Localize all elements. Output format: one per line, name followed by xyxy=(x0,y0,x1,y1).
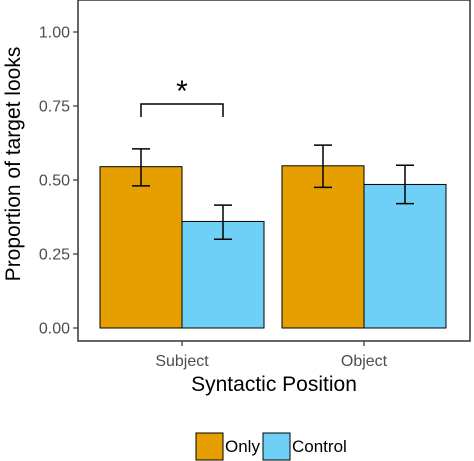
bar-object-control xyxy=(363,183,447,329)
legend-label-only: Only xyxy=(225,437,260,456)
legend-swatch-only xyxy=(195,432,224,461)
bars-group xyxy=(99,165,447,329)
significance-star: * xyxy=(176,75,188,108)
x-tick-label: Subject xyxy=(155,353,209,370)
x-axis-ticks: Subject Object xyxy=(155,341,388,370)
y-tick-label: 1.00 xyxy=(39,25,70,42)
legend-label-control: Control xyxy=(292,437,347,456)
y-axis-ticks: 0.00 0.25 0.50 0.75 1.00 xyxy=(39,25,78,338)
significance-bracket xyxy=(140,103,224,117)
x-tick-label: Object xyxy=(341,353,388,370)
significance-annotation: * xyxy=(140,75,224,117)
y-tick-label: 0.25 xyxy=(39,247,70,264)
legend: Only Control xyxy=(195,432,347,461)
plot-panel-border xyxy=(77,0,471,342)
y-tick-label: 0.50 xyxy=(39,173,70,190)
y-tick-label: 0.75 xyxy=(39,99,70,116)
x-axis-title: Syntactic Position xyxy=(191,373,357,396)
legend-swatch-control xyxy=(262,432,291,461)
bar-object-only xyxy=(281,165,365,329)
bar-subject-only xyxy=(99,166,183,329)
error-bars-group xyxy=(132,144,414,240)
y-tick-label: 0.00 xyxy=(39,321,70,338)
y-axis-title: Proportion of target looks xyxy=(2,47,25,282)
